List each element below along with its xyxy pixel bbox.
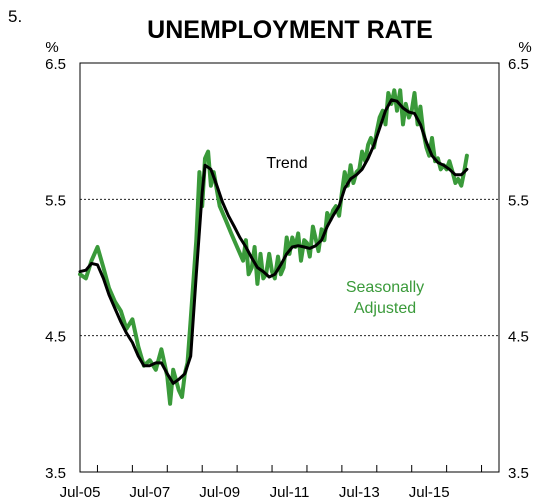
figure-number: 5. [8,7,22,26]
x-tick-label: Jul-11 [270,484,310,501]
y-tick-label-left: 5.5 [45,192,66,209]
y-tick-label-right: 4.5 [508,329,529,346]
y-tick-label-left: 3.5 [45,465,66,482]
x-tick-label: Jul-15 [409,484,450,501]
seasonally-adjusted-annotation-line1: Seasonally [346,279,424,296]
y-unit-right: % [518,39,531,56]
y-axis-ticks: 6.5 6.5 5.5 5.5 4.5 4.5 3.5 3.5 [45,56,529,482]
y-tick-label-right: 3.5 [508,465,529,482]
chart-title: UNEMPLOYMENT RATE [147,16,433,44]
y-unit-left: % [45,39,58,56]
y-tick-label-left: 6.5 [45,56,66,73]
x-axis-ticks: Jul-05 Jul-07 Jul-09 Jul-11 Jul-13 Jul-15 [60,465,483,501]
series-lines [78,88,469,406]
x-tick-label: Jul-07 [129,484,170,501]
trend-series-line [78,98,469,385]
x-tick-label: Jul-05 [60,484,101,501]
plot-frame [79,62,500,473]
x-tick-label: Jul-13 [339,484,380,501]
y-tick-label-right: 6.5 [508,56,529,73]
trend-annotation: Trend [266,155,307,172]
y-tick-label-left: 4.5 [45,329,66,346]
gridlines [80,198,499,337]
x-tick-label: Jul-09 [199,484,240,501]
seasonally-adjusted-annotation-line2: Adjusted [354,300,416,317]
y-tick-label-right: 5.5 [508,192,529,209]
seasonally-adjusted-series-line [78,88,469,406]
